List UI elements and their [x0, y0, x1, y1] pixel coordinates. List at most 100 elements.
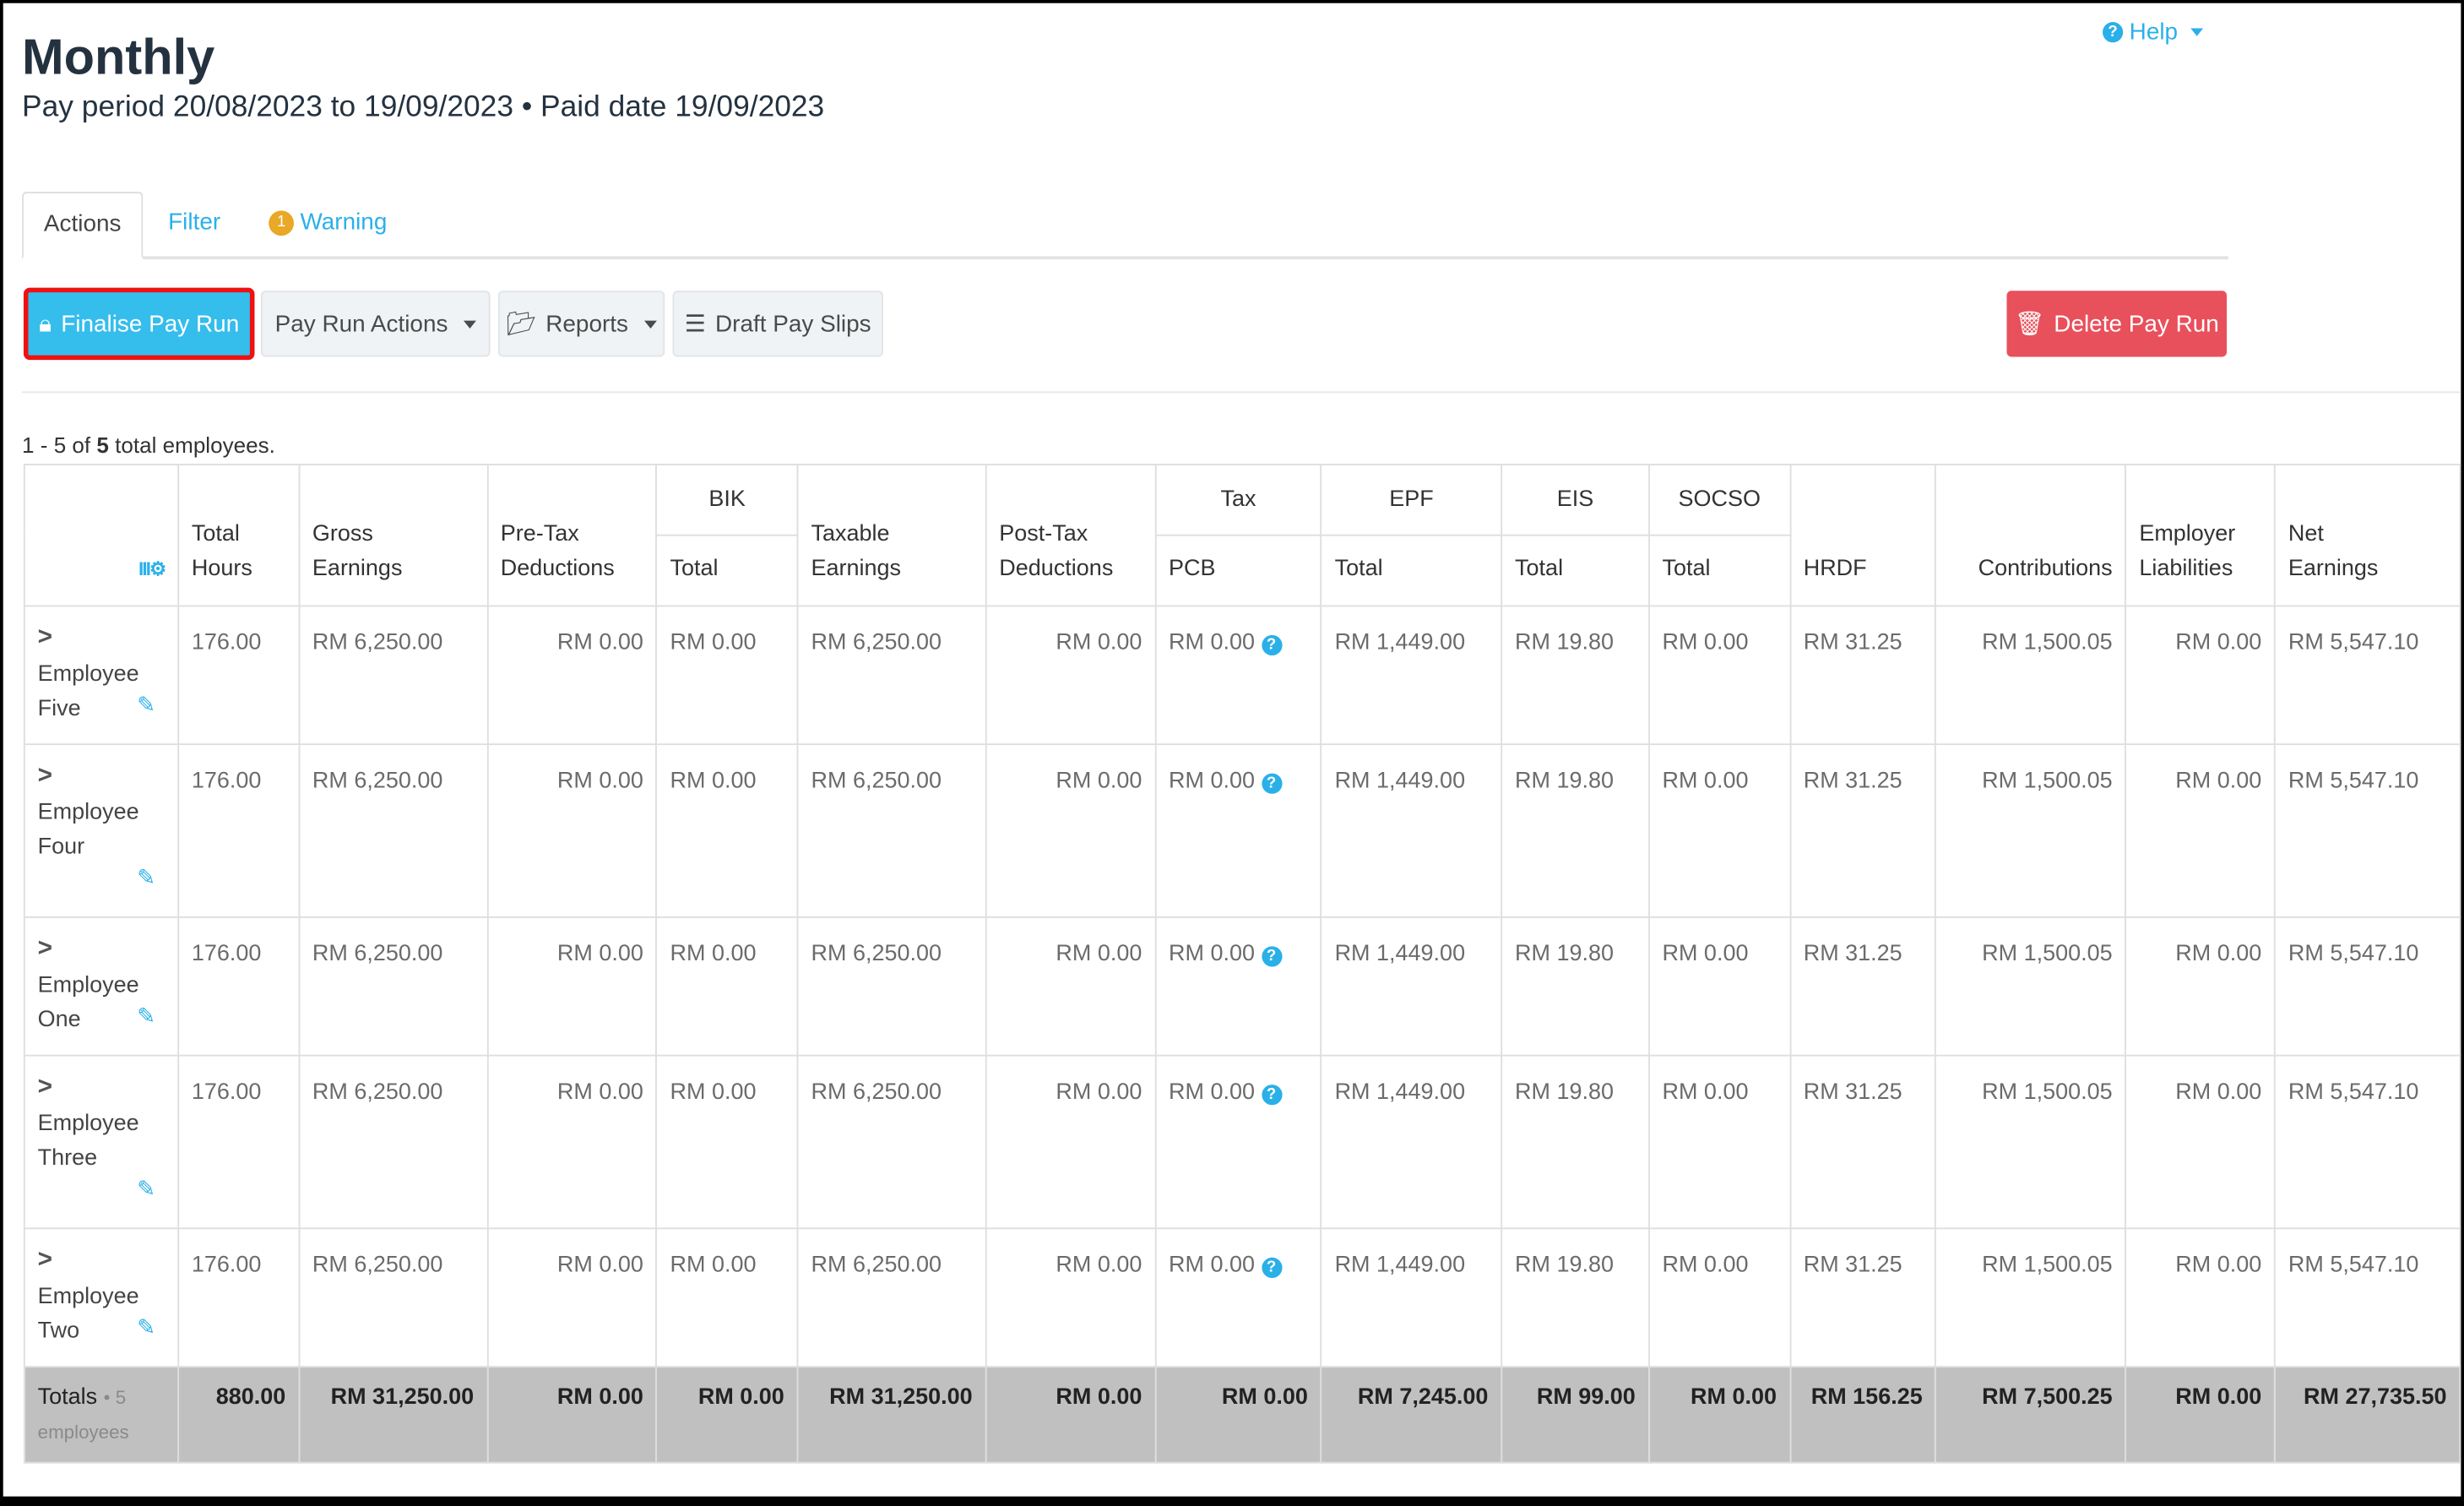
header-group-epf: EPF — [1320, 463, 1503, 536]
help-label: Help — [2129, 19, 2179, 46]
header-line: Net — [2288, 521, 2324, 547]
cell: RM 0.00? — [1154, 916, 1322, 1057]
cell-value: RM 1,449.00 — [1334, 769, 1466, 794]
cell-value: RM 0.00 — [670, 941, 757, 967]
cell: RM 0.00 — [985, 605, 1157, 746]
reports-dropdown[interactable]: 📂︎ Reports — [497, 291, 665, 357]
cell: RM 0.00 — [486, 1227, 658, 1368]
employee-name-cell: > Employee Four ✎ — [23, 743, 179, 918]
chevron-right-icon[interactable]: > — [37, 762, 53, 790]
draft-pay-slips-label: Draft Pay Slips — [714, 310, 871, 338]
delete-pay-run-button[interactable]: 🗑︎ Delete Pay Run — [2006, 291, 2228, 357]
employee-last[interactable]: Two — [37, 1318, 80, 1345]
cell: RM 0.00 — [1647, 1227, 1791, 1368]
total-cell: RM 156.25 — [1788, 1366, 1937, 1464]
chevron-right-icon[interactable]: > — [37, 935, 53, 962]
header-eis-total: Total — [1501, 534, 1650, 607]
cell-value: 176.00 — [191, 630, 262, 656]
employee-first[interactable]: Employee — [37, 972, 139, 998]
cell-value: RM 0.00 — [1662, 1253, 1749, 1278]
employee-first[interactable]: Employee — [37, 1111, 139, 1137]
column-settings-icon[interactable]: III⚙ — [138, 557, 166, 580]
cell: RM 0.00 — [2125, 916, 2276, 1057]
cell-value: RM 0.00 — [670, 1079, 757, 1106]
cell: RM 6,250.00 — [298, 605, 488, 746]
cell-value: RM 1,500.05 — [1982, 630, 2113, 656]
cell-value: 176.00 — [191, 1079, 262, 1106]
employee-first[interactable]: Employee — [37, 661, 139, 688]
cell-value: RM 19.80 — [1515, 941, 1615, 967]
cell-value: RM 0.00 — [1056, 630, 1142, 656]
cell: RM 19.80 — [1501, 743, 1650, 918]
cell-value: RM 0.00 — [1056, 1079, 1142, 1106]
header-bik-total: Total — [655, 534, 799, 607]
cell-value: RM 1,500.05 — [1982, 941, 2113, 967]
question-icon[interactable]: ? — [1261, 1257, 1282, 1278]
pencil-icon[interactable]: ✎ — [137, 1003, 156, 1029]
cell: RM 0.00 — [655, 1054, 799, 1230]
cell-value: RM 0.00 — [1056, 769, 1142, 794]
cell-value: RM 19.80 — [1515, 1253, 1615, 1278]
question-icon[interactable]: ? — [1261, 773, 1282, 794]
employee-first[interactable]: Employee — [37, 1284, 139, 1310]
question-icon[interactable]: ? — [1261, 634, 1282, 656]
header-line: Gross — [312, 521, 373, 547]
cell-value: RM 6,250.00 — [811, 1079, 942, 1106]
tab-warning-label: Warning — [300, 209, 388, 237]
cell-value: RM 31.25 — [1803, 630, 1902, 656]
cell: 176.00 — [177, 1227, 301, 1368]
employee-last[interactable]: Five — [37, 696, 81, 722]
finalise-pay-run-button[interactable]: 🔒︎ Finalise Pay Run — [23, 287, 255, 361]
header-post-tax-deductions: Post-Tax Deductions — [985, 463, 1157, 607]
cell: RM 1,449.00 — [1320, 743, 1503, 918]
question-icon[interactable]: ? — [1261, 946, 1282, 967]
chevron-right-icon[interactable]: > — [37, 1074, 53, 1101]
total-cell: RM 0.00 — [655, 1366, 799, 1464]
pencil-icon[interactable]: ✎ — [137, 691, 156, 717]
cell-value: RM 1,449.00 — [1334, 941, 1466, 967]
employee-last[interactable]: Three — [37, 1145, 98, 1172]
cell: RM 0.00 — [486, 743, 658, 918]
chevron-right-icon[interactable]: > — [37, 623, 53, 651]
question-icon[interactable]: ? — [1261, 1085, 1282, 1106]
cell: RM 1,449.00 — [1320, 1227, 1503, 1368]
tab-actions[interactable]: Actions — [22, 192, 144, 260]
pencil-icon[interactable]: ✎ — [137, 1176, 156, 1201]
cell: RM 1,500.05 — [1935, 1054, 2127, 1230]
chevron-right-icon[interactable]: > — [37, 1246, 53, 1274]
draft-pay-slips-button[interactable]: ☰ Draft Pay Slips — [672, 291, 883, 357]
cell-value: RM 0.00 — [556, 630, 643, 656]
cell: RM 0.00 — [985, 1227, 1157, 1368]
employee-name-cell: > Employee Five ✎ — [23, 605, 179, 746]
cell: 176.00 — [177, 743, 301, 918]
header-pre-tax-deductions: Pre-Tax Deductions — [486, 463, 658, 607]
employee-last[interactable]: Four — [37, 835, 85, 860]
header-total-hours: Total Hours — [177, 463, 301, 607]
cell: RM 31.25 — [1788, 916, 1937, 1057]
column-settings-header: III⚙ — [23, 463, 179, 607]
tab-warning[interactable]: 1 Warning — [269, 192, 387, 254]
cell: RM 1,449.00 — [1320, 916, 1503, 1057]
cell: RM 1,500.05 — [1935, 743, 2127, 918]
cell: RM 5,547.10 — [2274, 743, 2461, 918]
employee-first[interactable]: Employee — [37, 800, 139, 826]
cell-value: RM 0.00 — [2175, 941, 2262, 967]
header-line: Deductions — [500, 556, 615, 582]
cell-value: RM 0.00 — [1169, 1253, 1256, 1278]
cell-value: RM 0.00 — [556, 941, 643, 967]
total-cell: RM 31,250.00 — [796, 1366, 987, 1464]
cell: RM 6,250.00 — [796, 1054, 987, 1230]
help-dropdown[interactable]: ? Help — [2103, 19, 2203, 46]
cell-value: RM 1,500.05 — [1982, 1253, 2113, 1278]
header-contributions: Contributions — [1935, 463, 2127, 607]
pencil-icon[interactable]: ✎ — [137, 864, 156, 890]
pencil-icon[interactable]: ✎ — [137, 1313, 156, 1340]
divider — [22, 391, 2461, 394]
cell: RM 6,250.00 — [796, 605, 987, 746]
finalise-label: Finalise Pay Run — [61, 310, 240, 338]
employee-last[interactable]: One — [37, 1007, 81, 1033]
cell-value: RM 0.00 — [556, 1079, 643, 1106]
pay-run-actions-dropdown[interactable]: Pay Run Actions — [260, 291, 491, 357]
tab-filter[interactable]: Filter — [168, 209, 221, 237]
pay-run-page: Monthly Pay period 20/08/2023 to 19/09/2… — [3, 3, 2461, 1497]
